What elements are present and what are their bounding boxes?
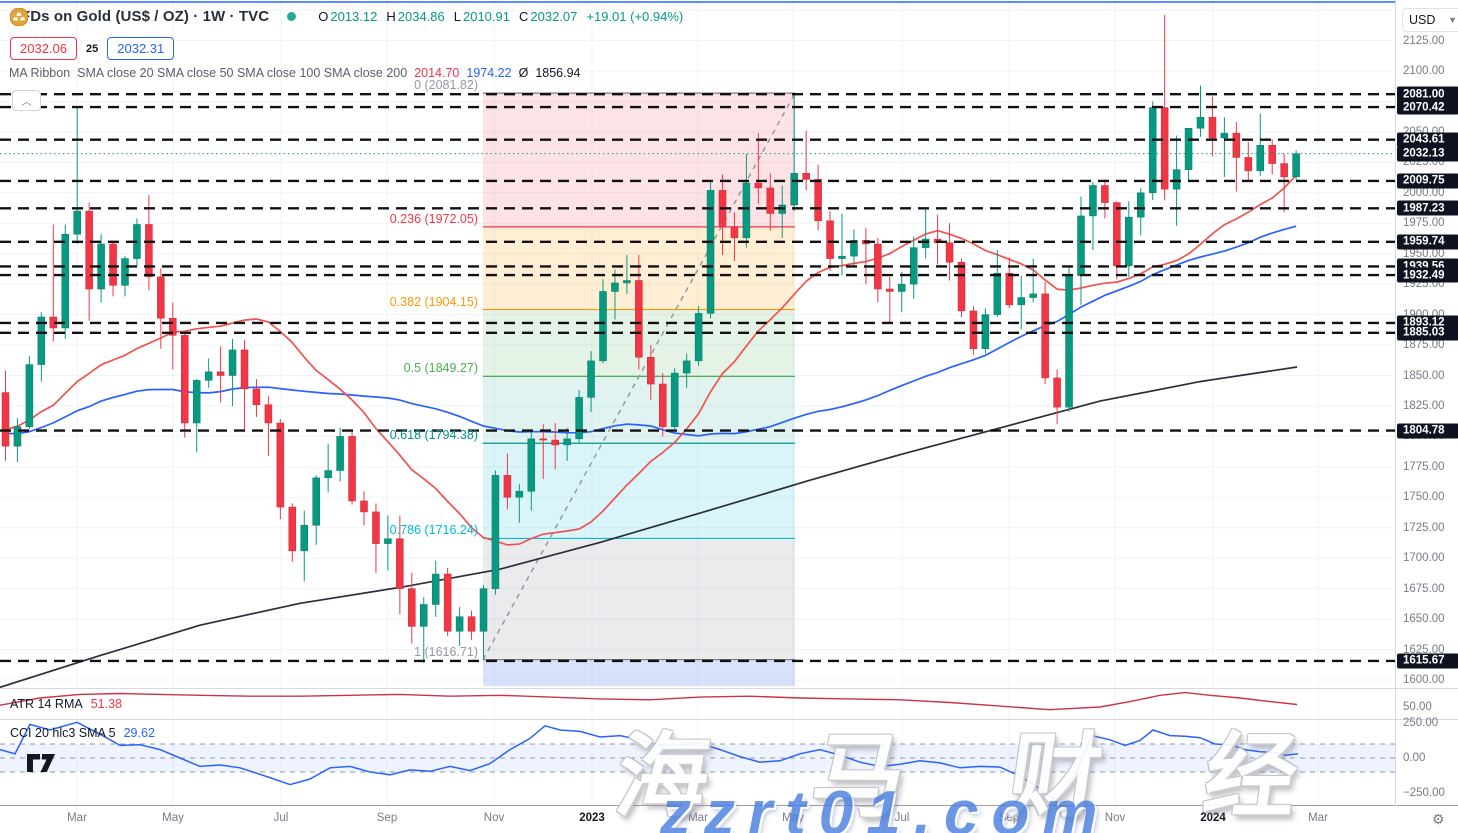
price-level-label: 1959.74 [1397,234,1458,250]
time-scale[interactable]: Mar May Jul Sep Nov 2023 Mar May Jul Sep Nov 2024 Ma… [0,806,1458,833]
price-level-label: 1885.03 [1397,325,1458,341]
price-scale[interactable]: 1600.00 1625.00 1650.00 1675.00 1700.00 1725.… [1396,0,1458,805]
indicator-tick-label: 250.00 [1403,717,1439,729]
price-tick-label: 1650.00 [1403,613,1445,626]
time-tick-month: Jul [894,812,910,824]
price-tick-label: 1950.00 [1403,247,1445,260]
atr-title: ATR 14 RMA [10,697,83,711]
indicator-params: SMA close 20 SMA close 50 SMA close 100 … [77,66,408,80]
price-tick-label: 1725.00 [1403,521,1445,534]
price-tick-label: 2125.00 [1403,34,1445,47]
cci-value: 29.62 [123,726,155,740]
time-tick-month: Nov [483,812,505,824]
price-tick-label: 2000.00 [1403,186,1445,199]
tradingview-logo[interactable] [26,753,56,773]
sma200-value: 1856.94 [535,66,581,80]
market-status-dot[interactable] [287,12,297,21]
atr-value: 51.38 [90,697,122,711]
price-level-label: 2070.42 [1397,99,1458,115]
price-level-label: 1987.23 [1397,200,1458,216]
time-tick-year: 2023 [579,812,605,824]
ohlc-readout: O 2013.12 H 2034.86 L 2010.91 C 2032.07 +19.… [318,9,684,24]
atr-pane-legend[interactable]: ATR 14 RMA 51.38 [10,697,122,711]
time-tick-month: Sep [376,812,398,824]
low-value: 2010.91 [462,9,510,24]
price-level-label: 2009.75 [1397,173,1458,189]
time-tick-month: Sep [998,812,1020,824]
time-tick-month: Mar [1308,812,1328,824]
fib-level-label: 0.5 (1849.27) [403,361,478,376]
time-tick-month: Jul [273,812,289,824]
cci-pane [0,721,1395,803]
gold-symbol-icon [10,8,28,26]
fib-level-label: 0.382 (1904.15) [389,294,478,309]
price-level-label: 1932.49 [1397,267,1458,283]
candlestick-series[interactable] [1,14,1300,663]
legend-collapse-button[interactable]: ︿ [12,90,41,111]
fib-level-label: 0.786 (1716.24) [389,523,478,538]
scale-settings-gear-icon[interactable]: ⚙ [1432,811,1445,827]
price-tick-label: 1675.00 [1403,582,1445,595]
chevron-down-icon: ▼ [1448,15,1457,25]
price-tick-label: 1625.00 [1403,643,1445,656]
price-tick-label: 1750.00 [1403,491,1445,504]
fib-level-label: 0 (2081.82) [414,78,478,93]
price-level-label: 2081.00 [1397,86,1458,102]
fib-level-label: 1 (1616.71) [414,644,478,659]
price-tick-label: 2100.00 [1403,65,1445,77]
price-tick-label: 1825.00 [1403,399,1445,412]
sma200-line [0,366,1298,689]
time-tick-month: Mar [688,812,708,824]
cci-pane-legend[interactable]: CCI 20 hlc3 SMA 5 29.62 [10,726,155,740]
high-value: 2034.86 [397,9,445,24]
price-level-label: 1615.67 [1397,653,1458,669]
cci-title: CCI 20 hlc3 SMA 5 [10,726,116,740]
price-tick-label: 1975.00 [1403,217,1445,230]
change-value: +19.01 (+0.94%) [586,9,684,24]
currency-selector[interactable]: USD ▼ [1402,8,1458,32]
sell-button[interactable]: 2032.06 [10,37,77,60]
price-level-label: 1804.78 [1397,423,1458,439]
spread-value: 25 [86,42,99,55]
price-tick-label: 1875.00 [1403,339,1445,352]
indicator-tick-label: 0.00 [1403,752,1426,764]
close-value: 2032.07 [530,9,578,24]
time-tick-year: 2024 [1200,812,1226,824]
price-tick-label: 1850.00 [1403,369,1445,382]
indicator-name: MA Ribbon [9,66,71,80]
indicator-legend-ma-ribbon[interactable]: MA Ribbon SMA close 20 SMA close 50 SMA … [9,66,581,80]
watermark-url-text: zzrt01.com [660,779,1111,833]
indicator-tick-label: 50.00 [1403,701,1432,713]
fib-level-label: 0.236 (1972.05) [389,211,478,226]
time-tick-month: May [782,812,804,824]
fib-trend-diagonal [482,92,796,661]
price-tick-label: 1700.00 [1403,552,1445,565]
indicator-tick-label: −250.00 [1403,787,1445,799]
time-tick-month: Mar [67,812,87,824]
symbol-header: CFDs on Gold (US$ / OZ) · 1W · TVC O 2013… [10,8,684,26]
currency-label: USD [1409,13,1436,27]
price-level-label: 2043.61 [1397,132,1458,148]
key-level-lines [0,1,1395,663]
price-level-label: 2032.13 [1397,146,1458,162]
sma50-value: 1974.22 [466,66,512,80]
price-tick-label: 1775.00 [1403,460,1445,473]
fib-level-label: 0.618 (1794.38) [389,428,478,443]
time-tick-month: Nov [1104,812,1126,824]
quote-panel: 2032.06 25 2032.31 [10,37,175,60]
atr-line [0,691,1298,711]
time-tick-month: May [162,812,184,824]
chevron-up-icon: ︿ [21,97,32,108]
sma20-value: 2014.70 [414,66,460,80]
average-symbol: Ø [518,66,529,80]
cci-line [0,721,1299,803]
buy-button[interactable]: 2032.31 [107,37,175,60]
atr-pane [0,691,1298,711]
price-tick-label: 1600.00 [1403,674,1445,686]
symbol-title[interactable]: CFDs on Gold (US$ / OZ) · 1W · TVC [10,8,270,25]
open-value: 2013.12 [330,9,378,24]
